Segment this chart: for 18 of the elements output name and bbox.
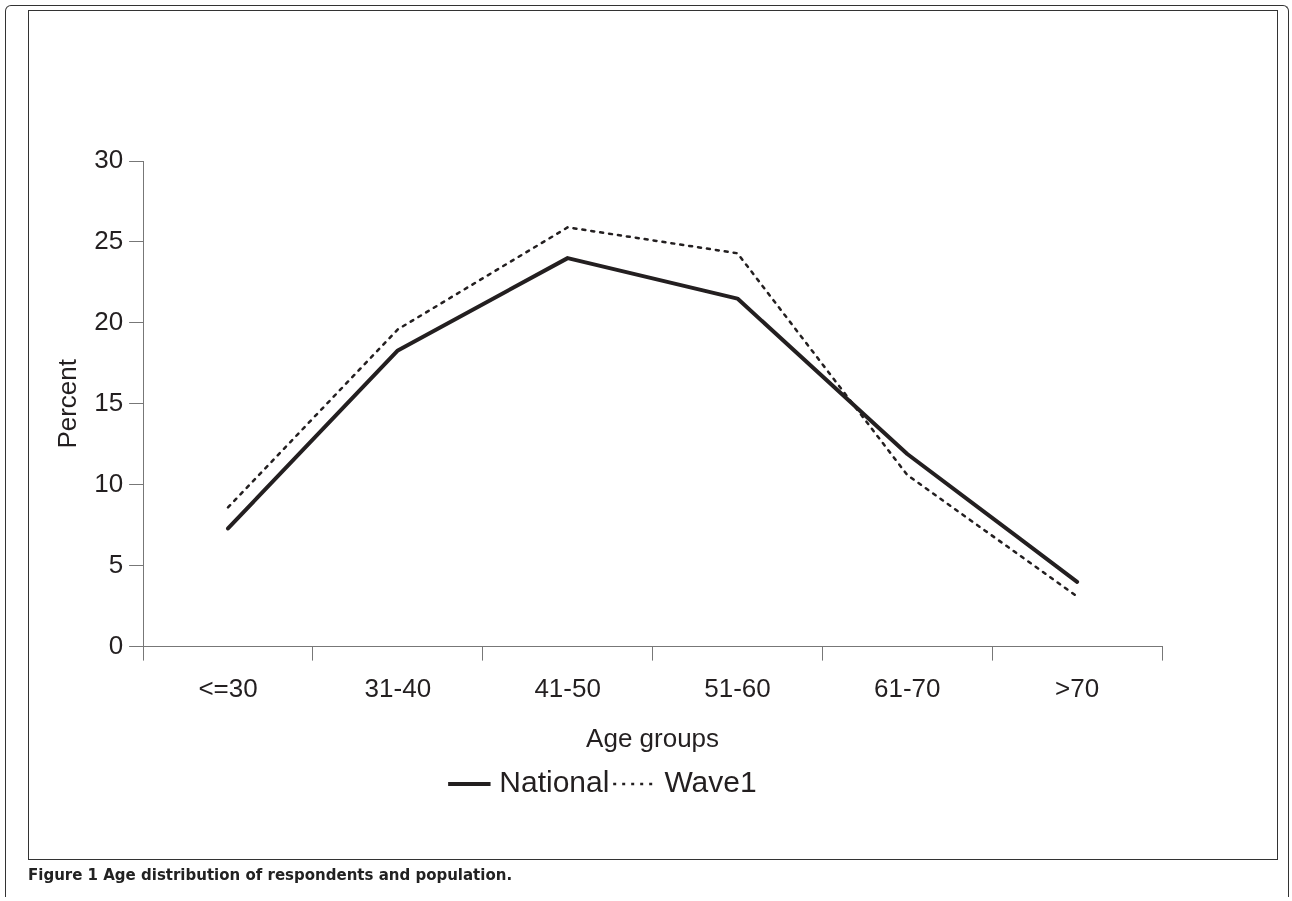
x-tick-label: >70 [1055,673,1100,704]
legend-label: National [499,765,610,799]
caption: Figure 1 Age distribution of respondents and population. [28,866,513,884]
y-tick-label: 25 [94,225,124,256]
y-tick-label: 10 [94,467,124,498]
x-tick-label: 41-50 [534,673,601,704]
x-tick-label: 61-70 [874,673,941,704]
y-tick-label: 30 [94,144,124,175]
y-tick-label: 5 [108,548,124,579]
legend-label: Wave1 [664,765,757,799]
y-axis-title: Percent [51,358,82,449]
x-tick-label: <=30 [198,673,258,704]
x-tick-label: 51-60 [704,673,771,704]
y-tick-label: 15 [94,386,124,417]
y-tick-label: 20 [94,306,124,337]
x-tick-label: 31-40 [364,673,432,704]
y-tick-label: 0 [108,629,124,660]
x-axis-title: Age groups [586,722,720,753]
